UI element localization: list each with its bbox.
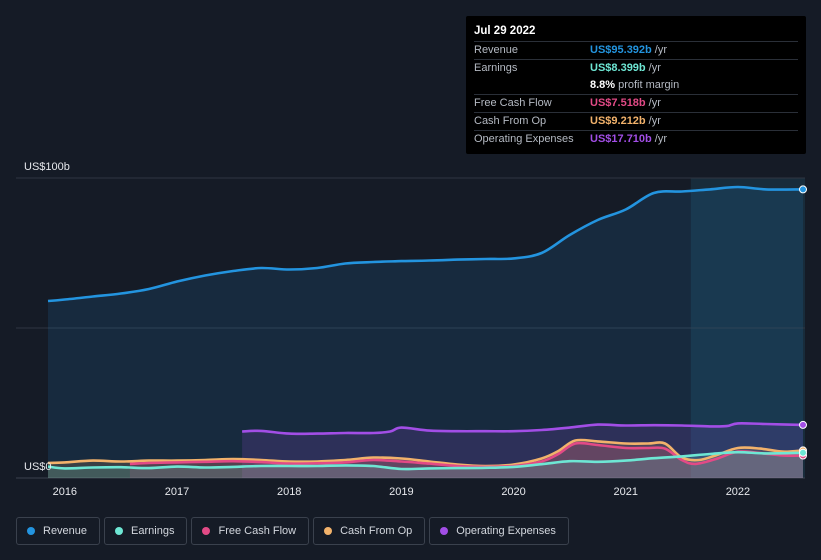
tooltip-row: 8.8% profit margin	[474, 77, 798, 94]
series-endpoint-earnings	[799, 448, 807, 457]
tooltip-row-unit: /yr	[654, 133, 667, 145]
legend-label: Earnings	[131, 525, 175, 537]
y-axis-top-label: US$100b	[24, 161, 70, 173]
legend-item-earnings[interactable]: Earnings	[104, 517, 188, 545]
x-tick-label: 2018	[277, 486, 301, 498]
tooltip-row-label: Cash From Op	[474, 115, 547, 127]
legend-label: Cash From Op	[340, 525, 413, 537]
x-tick-label: 2020	[501, 486, 525, 498]
series-endpoint-revenue	[799, 185, 807, 194]
tooltip-row: Revenue US$95.392b/yr	[474, 41, 798, 59]
legend-label: Free Cash Flow	[218, 525, 297, 537]
tooltip-row-value: US$9.212b	[590, 115, 646, 127]
series-endpoint-operating-expenses	[799, 420, 807, 429]
tooltip-row-value: US$8.399b	[590, 62, 646, 74]
x-tick-label: 2016	[53, 486, 77, 498]
tooltip-row-value: US$95.392b	[590, 44, 652, 56]
area-cash-from-op	[48, 439, 803, 478]
legend-dot-icon	[440, 527, 449, 535]
tooltip-row-unit: /yr	[648, 97, 661, 109]
series-line-operating-expenses	[242, 421, 804, 436]
tooltip-row-unit: /yr	[648, 62, 661, 74]
tooltip-row: Earnings US$8.399b/yr	[474, 59, 798, 77]
x-tick-label: 2017	[165, 486, 189, 498]
tooltip-row: Free Cash Flow US$7.518b/yr	[474, 94, 798, 112]
x-tick-label: 2019	[389, 486, 413, 498]
tooltip-row-unit: profit margin	[618, 79, 680, 91]
legend-dot-icon	[324, 527, 333, 535]
legend-dot-icon	[27, 527, 35, 535]
series-line-revenue	[47, 185, 804, 303]
legend-item-free-cash-flow[interactable]: Free Cash Flow	[191, 517, 310, 545]
chart-legend: Revenue Earnings Free Cash Flow Cash From O…	[16, 517, 569, 545]
x-tick-label: 2022	[726, 486, 750, 498]
legend-dot-icon	[115, 527, 124, 535]
tooltip-row: Cash From Op US$9.212b/yr	[474, 112, 798, 130]
area-free-cash-flow	[129, 443, 803, 478]
legend-label: Operating Expenses	[456, 525, 556, 537]
series-line-earnings	[47, 450, 804, 471]
tooltip-row-label: Free Cash Flow	[474, 97, 552, 109]
y-axis-bottom-label: US$0	[24, 461, 52, 473]
tooltip-row-label: Revenue	[474, 44, 519, 56]
tooltip-row-label: Operating Expenses	[474, 133, 574, 145]
data-tooltip: Jul 29 2022 Revenue US$95.392b/yr Earnings…	[466, 16, 806, 154]
tooltip-row-unit: /yr	[654, 44, 667, 56]
legend-item-revenue[interactable]: Revenue	[16, 517, 101, 545]
legend-dot-icon	[202, 527, 211, 535]
tooltip-row-value: 8.8%	[590, 79, 616, 91]
area-operating-expenses	[242, 423, 804, 478]
tooltip-row-value: US$17.710b	[590, 133, 652, 145]
tooltip-row: Operating Expenses US$17.710b/yr	[474, 130, 798, 148]
legend-label: Revenue	[43, 525, 88, 537]
area-earnings	[48, 452, 803, 478]
tooltip-row-label: Earnings	[474, 62, 518, 74]
area-revenue	[48, 187, 803, 478]
tooltip-row-unit: /yr	[648, 115, 661, 127]
tooltip-row-value: US$7.518b	[590, 97, 646, 109]
tooltip-row-label	[474, 77, 590, 94]
tooltip-date: Jul 29 2022	[474, 25, 536, 37]
x-tick-label: 2021	[614, 486, 638, 498]
legend-item-cash-from-op[interactable]: Cash From Op	[313, 517, 426, 545]
legend-item-operating-expenses[interactable]: Operating Expenses	[429, 517, 569, 545]
